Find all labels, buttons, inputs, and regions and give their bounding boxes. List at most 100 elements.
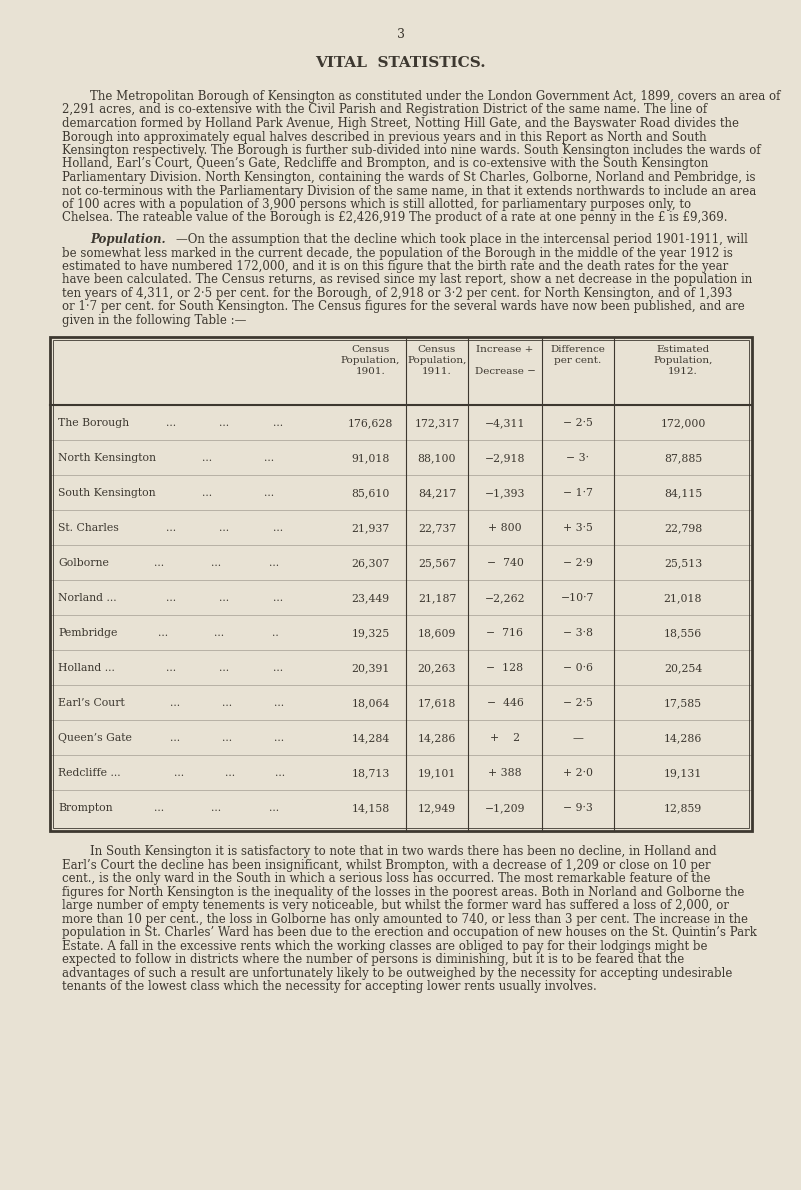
- Text: more than 10 per cent., the loss in Golborne has only amounted to 740, or less t: more than 10 per cent., the loss in Golb…: [62, 913, 748, 926]
- Text: 17,618: 17,618: [418, 699, 457, 708]
- Text: Population.: Population.: [90, 233, 166, 246]
- Text: Population,: Population,: [340, 357, 400, 365]
- Text: 18,713: 18,713: [352, 768, 390, 778]
- Text: ...: ...: [166, 663, 176, 674]
- Text: Census: Census: [352, 345, 389, 355]
- Text: 18,556: 18,556: [664, 628, 702, 638]
- Text: 19,325: 19,325: [352, 628, 389, 638]
- Text: large number of empty tenements is very noticeable, but whilst the former ward h: large number of empty tenements is very …: [62, 900, 729, 913]
- Text: − 2·9: − 2·9: [563, 558, 593, 568]
- Text: ...: ...: [170, 733, 180, 743]
- Text: 1912.: 1912.: [668, 368, 698, 376]
- Text: expected to follow in districts where the number of persons is diminishing, but : expected to follow in districts where th…: [62, 953, 684, 966]
- Text: Chelsea. The rateable value of the Borough is £2,426,919 The product of a rate a: Chelsea. The rateable value of the Borou…: [62, 212, 727, 225]
- Text: ...: ...: [214, 628, 224, 638]
- Text: tenants of the lowest class which the necessity for accepting lower rents usuall: tenants of the lowest class which the ne…: [62, 981, 597, 994]
- Text: 3: 3: [396, 29, 405, 40]
- Text: 14,286: 14,286: [418, 733, 457, 743]
- Text: In South Kensington it is satisfactory to note that in two wards there has been : In South Kensington it is satisfactory t…: [90, 846, 717, 858]
- Text: − 2·5: − 2·5: [563, 418, 593, 428]
- Text: 87,885: 87,885: [664, 453, 702, 463]
- Text: Norland ...: Norland ...: [58, 593, 117, 603]
- Text: 22,737: 22,737: [418, 522, 456, 533]
- Text: 12,859: 12,859: [664, 803, 702, 813]
- Text: estimated to have numbered 172,000, and it is on this figure that the birth rate: estimated to have numbered 172,000, and …: [62, 259, 728, 273]
- Text: −  446: − 446: [486, 699, 523, 708]
- Text: ...: ...: [272, 593, 283, 603]
- Text: Golborne: Golborne: [58, 558, 109, 568]
- Text: −1,393: −1,393: [485, 488, 525, 497]
- Text: ...: ...: [219, 522, 229, 533]
- Text: Difference: Difference: [550, 345, 606, 355]
- Text: 21,018: 21,018: [664, 593, 702, 603]
- Text: ...: ...: [158, 628, 168, 638]
- Text: ...: ...: [219, 593, 229, 603]
- Text: ...: ...: [224, 768, 235, 778]
- Text: 84,115: 84,115: [664, 488, 702, 497]
- Text: 1901.: 1901.: [356, 368, 385, 376]
- Text: 12,949: 12,949: [418, 803, 456, 813]
- Text: + 800: + 800: [488, 522, 521, 533]
- Text: Census: Census: [418, 345, 456, 355]
- Text: or 1·7 per cent. for South Kensington. The Census figures for the several wards : or 1·7 per cent. for South Kensington. T…: [62, 301, 745, 313]
- Text: 172,317: 172,317: [414, 418, 460, 428]
- Text: ...: ...: [166, 593, 176, 603]
- Text: North Kensington: North Kensington: [58, 453, 156, 463]
- Text: 14,286: 14,286: [664, 733, 702, 743]
- Text: ...: ...: [166, 522, 176, 533]
- Text: per cent.: per cent.: [554, 357, 602, 365]
- Text: 20,254: 20,254: [664, 663, 702, 674]
- Text: Redcliffe ...: Redcliffe ...: [58, 768, 121, 778]
- Text: 18,609: 18,609: [418, 628, 457, 638]
- Text: demarcation formed by Holland Park Avenue, High Street, Notting Hill Gate, and t: demarcation formed by Holland Park Avenu…: [62, 117, 739, 130]
- Text: Estimated: Estimated: [656, 345, 710, 355]
- Text: −1,209: −1,209: [485, 803, 525, 813]
- Bar: [50, 338, 752, 832]
- Text: Population,: Population,: [654, 357, 713, 365]
- Text: ...: ...: [268, 803, 279, 813]
- Text: ...: ...: [166, 418, 176, 428]
- Text: 14,284: 14,284: [352, 733, 389, 743]
- Text: Holland ...: Holland ...: [58, 663, 115, 674]
- Text: 21,187: 21,187: [418, 593, 457, 603]
- Text: Borough into approximately equal halves described in previous years and in this : Borough into approximately equal halves …: [62, 131, 706, 144]
- Text: ...: ...: [276, 768, 285, 778]
- Text: −2,918: −2,918: [485, 453, 525, 463]
- Text: advantages of such a result are unfortunately likely to be outweighed by the nec: advantages of such a result are unfortun…: [62, 967, 732, 981]
- Text: ...: ...: [170, 699, 180, 708]
- Text: The Borough: The Borough: [58, 418, 129, 428]
- Text: 18,064: 18,064: [352, 699, 390, 708]
- Text: Increase +: Increase +: [477, 345, 533, 355]
- Text: 84,217: 84,217: [418, 488, 456, 497]
- Text: ...: ...: [219, 418, 229, 428]
- Text: 85,610: 85,610: [352, 488, 390, 497]
- Text: 1911.: 1911.: [422, 368, 452, 376]
- Text: 19,101: 19,101: [418, 768, 457, 778]
- Text: 25,567: 25,567: [418, 558, 456, 568]
- Text: 20,391: 20,391: [352, 663, 390, 674]
- Text: + 3·5: + 3·5: [563, 522, 593, 533]
- Text: VITAL  STATISTICS.: VITAL STATISTICS.: [315, 56, 486, 70]
- Text: The Metropolitan Borough of Kensington as constituted under the London Governmen: The Metropolitan Borough of Kensington a…: [90, 90, 780, 104]
- Text: − 0·6: − 0·6: [563, 663, 593, 674]
- Text: ...: ...: [264, 488, 274, 497]
- Text: ...: ...: [268, 558, 279, 568]
- Text: —: —: [573, 733, 583, 743]
- Text: Brompton: Brompton: [58, 803, 113, 813]
- Text: ...: ...: [274, 699, 284, 708]
- Text: ...: ...: [154, 803, 164, 813]
- Text: −10·7: −10·7: [562, 593, 594, 603]
- Text: ...: ...: [219, 663, 229, 674]
- Text: 17,585: 17,585: [664, 699, 702, 708]
- Text: ten years of 4,311, or 2·5 per cent. for the Borough, of 2,918 or 3·2 per cent. : ten years of 4,311, or 2·5 per cent. for…: [62, 287, 732, 300]
- Text: ...: ...: [174, 768, 184, 778]
- Text: Parliamentary Division. North Kensington, containing the wards of St Charles, Go: Parliamentary Division. North Kensington…: [62, 171, 755, 184]
- Text: 21,937: 21,937: [352, 522, 389, 533]
- Text: −  128: − 128: [486, 663, 524, 674]
- Text: −4,311: −4,311: [485, 418, 525, 428]
- Text: − 9·3: − 9·3: [563, 803, 593, 813]
- Text: Pembridge: Pembridge: [58, 628, 118, 638]
- Text: ...: ...: [222, 733, 232, 743]
- Text: Queen’s Gate: Queen’s Gate: [58, 733, 132, 743]
- Text: ...: ...: [154, 558, 164, 568]
